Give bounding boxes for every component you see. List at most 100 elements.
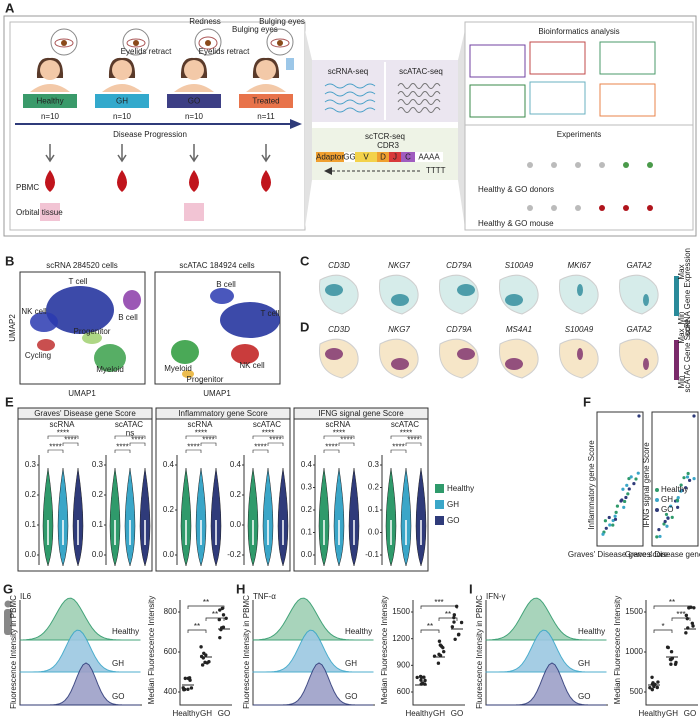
umap-frame	[19, 271, 146, 385]
scatter-point	[679, 489, 683, 493]
violin	[348, 467, 360, 567]
group-n: n=11	[257, 112, 275, 121]
section-frame	[293, 418, 429, 572]
scatter-point	[676, 505, 680, 509]
y-axis-label: Fluorescence Intensity in PBMC	[242, 595, 251, 709]
x-axis-label: Graves' Disease gene score	[625, 550, 700, 559]
data-dot	[673, 662, 678, 667]
scatter-point	[676, 495, 680, 500]
sig-bracket	[390, 435, 422, 439]
sig-label: ****	[262, 429, 274, 438]
data-dot	[684, 631, 688, 635]
sig-bracket	[47, 435, 79, 439]
body	[174, 84, 214, 92]
sig-label: ****	[49, 443, 61, 452]
sample-dot	[599, 162, 605, 168]
assay-label: scATAC-seq	[399, 67, 443, 76]
violin	[42, 467, 54, 567]
cohort-box	[9, 21, 306, 231]
atac-coil	[397, 99, 441, 105]
sig-bracket	[420, 605, 458, 609]
violin	[124, 467, 136, 567]
connector	[305, 30, 312, 228]
section-title: Graves' Disease gene Score	[34, 409, 136, 418]
data-dot	[655, 685, 660, 690]
feature-map	[438, 338, 479, 379]
data-dot	[666, 645, 670, 650]
data-dot	[221, 625, 226, 629]
sig-label: ****	[202, 436, 214, 445]
scatter-point	[626, 492, 630, 496]
cdr3-label: CDR3	[377, 141, 399, 150]
y-tick-label: 0.2	[301, 505, 313, 514]
sig-label: ****	[400, 429, 412, 438]
y-tick-label: 0.0	[92, 550, 104, 559]
data-dot	[224, 616, 228, 620]
data-dot	[218, 608, 222, 612]
expression-spot	[505, 294, 523, 306]
symptom: Bulging eyes	[259, 17, 305, 26]
sig-bracket	[62, 442, 79, 446]
x-tick-label: GH	[200, 709, 212, 718]
y-tick-label: 1000	[625, 647, 643, 656]
tcr-segment	[344, 152, 355, 162]
tcr-part: D	[380, 153, 386, 162]
legend-label: GO	[447, 516, 459, 525]
hist-group-label: GH	[345, 659, 357, 668]
thumbnail	[599, 83, 656, 117]
expression-spot	[391, 358, 409, 370]
gene-label: CD79A	[446, 261, 472, 270]
data-dot	[450, 625, 455, 629]
x-tick-label: GH	[433, 709, 445, 718]
cluster	[231, 344, 259, 364]
gene-label: CD3D	[328, 261, 350, 270]
violin	[210, 467, 222, 567]
y-tick-label: 0.2	[230, 490, 242, 499]
hist-group-label: Healthy	[578, 627, 605, 636]
y-tick-label: 0.0	[230, 520, 242, 529]
sig-label: **	[212, 610, 218, 619]
gene-label: GATA2	[626, 261, 652, 270]
data-dot	[189, 686, 194, 690]
scatter-point	[692, 414, 696, 418]
data-dot	[220, 606, 225, 611]
sample-label: Orbital tissue	[16, 208, 63, 217]
legend-dot	[655, 498, 659, 502]
x-axis-label: UMAP1	[203, 389, 231, 398]
y-tick-label: 0.2	[92, 490, 104, 499]
blood-drop	[189, 170, 199, 192]
panel-label: F	[583, 394, 591, 409]
data-dot	[452, 615, 456, 620]
sig-bracket	[390, 449, 407, 453]
histogram	[485, 629, 606, 673]
data-dot	[441, 645, 445, 650]
section-title: Experiments	[557, 130, 601, 139]
y-tick-label: 900	[397, 660, 411, 669]
cluster-label: Myeloid	[164, 364, 192, 373]
sample-dot	[647, 162, 653, 168]
sig-bracket	[129, 442, 146, 446]
y-tick-label: 600	[164, 647, 178, 656]
panel-label: I	[469, 581, 473, 596]
sample-dot	[527, 205, 533, 211]
tcr-part: AAAA	[418, 153, 440, 162]
sig-bracket	[438, 617, 458, 621]
head	[184, 60, 204, 80]
plot-name: scATAC	[391, 420, 419, 429]
histogram	[253, 662, 373, 706]
cluster	[82, 332, 102, 344]
sample-dot	[527, 162, 533, 168]
tcr-part: C	[405, 153, 411, 162]
expression-spot	[577, 348, 583, 360]
y-tick-label: 0.2	[163, 505, 175, 514]
x-tick-label: GO	[451, 709, 463, 718]
iris	[277, 40, 283, 46]
data-dot	[415, 675, 419, 680]
legend-label: GO	[661, 505, 673, 514]
down-arrow	[189, 144, 199, 163]
sig-label: ****	[333, 429, 345, 438]
scatter-point	[632, 482, 636, 486]
hist-group-label: GO	[578, 692, 590, 701]
primer-head	[324, 167, 332, 175]
tissue	[40, 203, 60, 221]
